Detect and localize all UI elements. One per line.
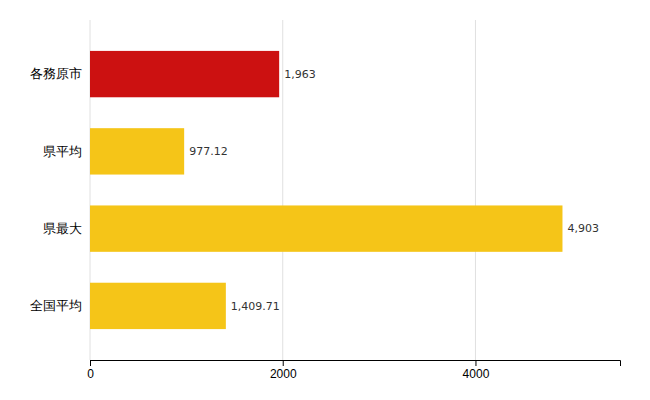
plot: 020004000各務原市県平均県最大全国平均1,963977.124,9031… <box>30 20 621 381</box>
x-tick-label: 2000 <box>270 367 297 381</box>
x-tick-mark <box>475 360 476 366</box>
grid-line <box>475 20 476 360</box>
y-tick-label: 各務原市 <box>30 66 82 81</box>
bar <box>90 51 279 97</box>
grid-line <box>282 20 283 360</box>
bars <box>90 51 562 329</box>
chart: 020004000各務原市県平均県最大全国平均1,963977.124,9031… <box>0 0 650 400</box>
bar <box>90 128 184 174</box>
x-tick: 2000 <box>270 360 297 381</box>
data-label: 4,903 <box>567 222 599 235</box>
bar <box>90 283 226 329</box>
y-tick: 県平均 <box>43 144 82 159</box>
data-label: 1,409.71 <box>231 300 280 313</box>
y-axis: 各務原市県平均県最大全国平均 <box>30 66 82 313</box>
y-tick-label: 県最大 <box>43 221 82 236</box>
y-tick: 県最大 <box>43 221 82 236</box>
x-tick-mark <box>283 360 284 366</box>
grid <box>90 20 475 360</box>
data-label: 1,963 <box>284 68 316 81</box>
y-tick-label: 全国平均 <box>30 298 82 313</box>
x-tick-label: 4000 <box>463 367 490 381</box>
data-labels: 1,963 977.12 4,903 1,409.71 <box>189 68 599 313</box>
x-tick: 4000 <box>463 360 490 381</box>
x-tick-label: 0 <box>87 367 94 381</box>
bar <box>90 205 562 251</box>
y-tick-label: 県平均 <box>43 144 82 159</box>
data-label: 977.12 <box>189 145 228 158</box>
x-axis-line <box>91 361 621 367</box>
x-tick-mark <box>90 360 91 366</box>
y-tick: 各務原市 <box>30 66 82 81</box>
x-axis: 0 2000 4000 <box>87 360 620 381</box>
x-tick: 0 <box>87 360 94 381</box>
y-tick: 全国平均 <box>30 298 82 313</box>
